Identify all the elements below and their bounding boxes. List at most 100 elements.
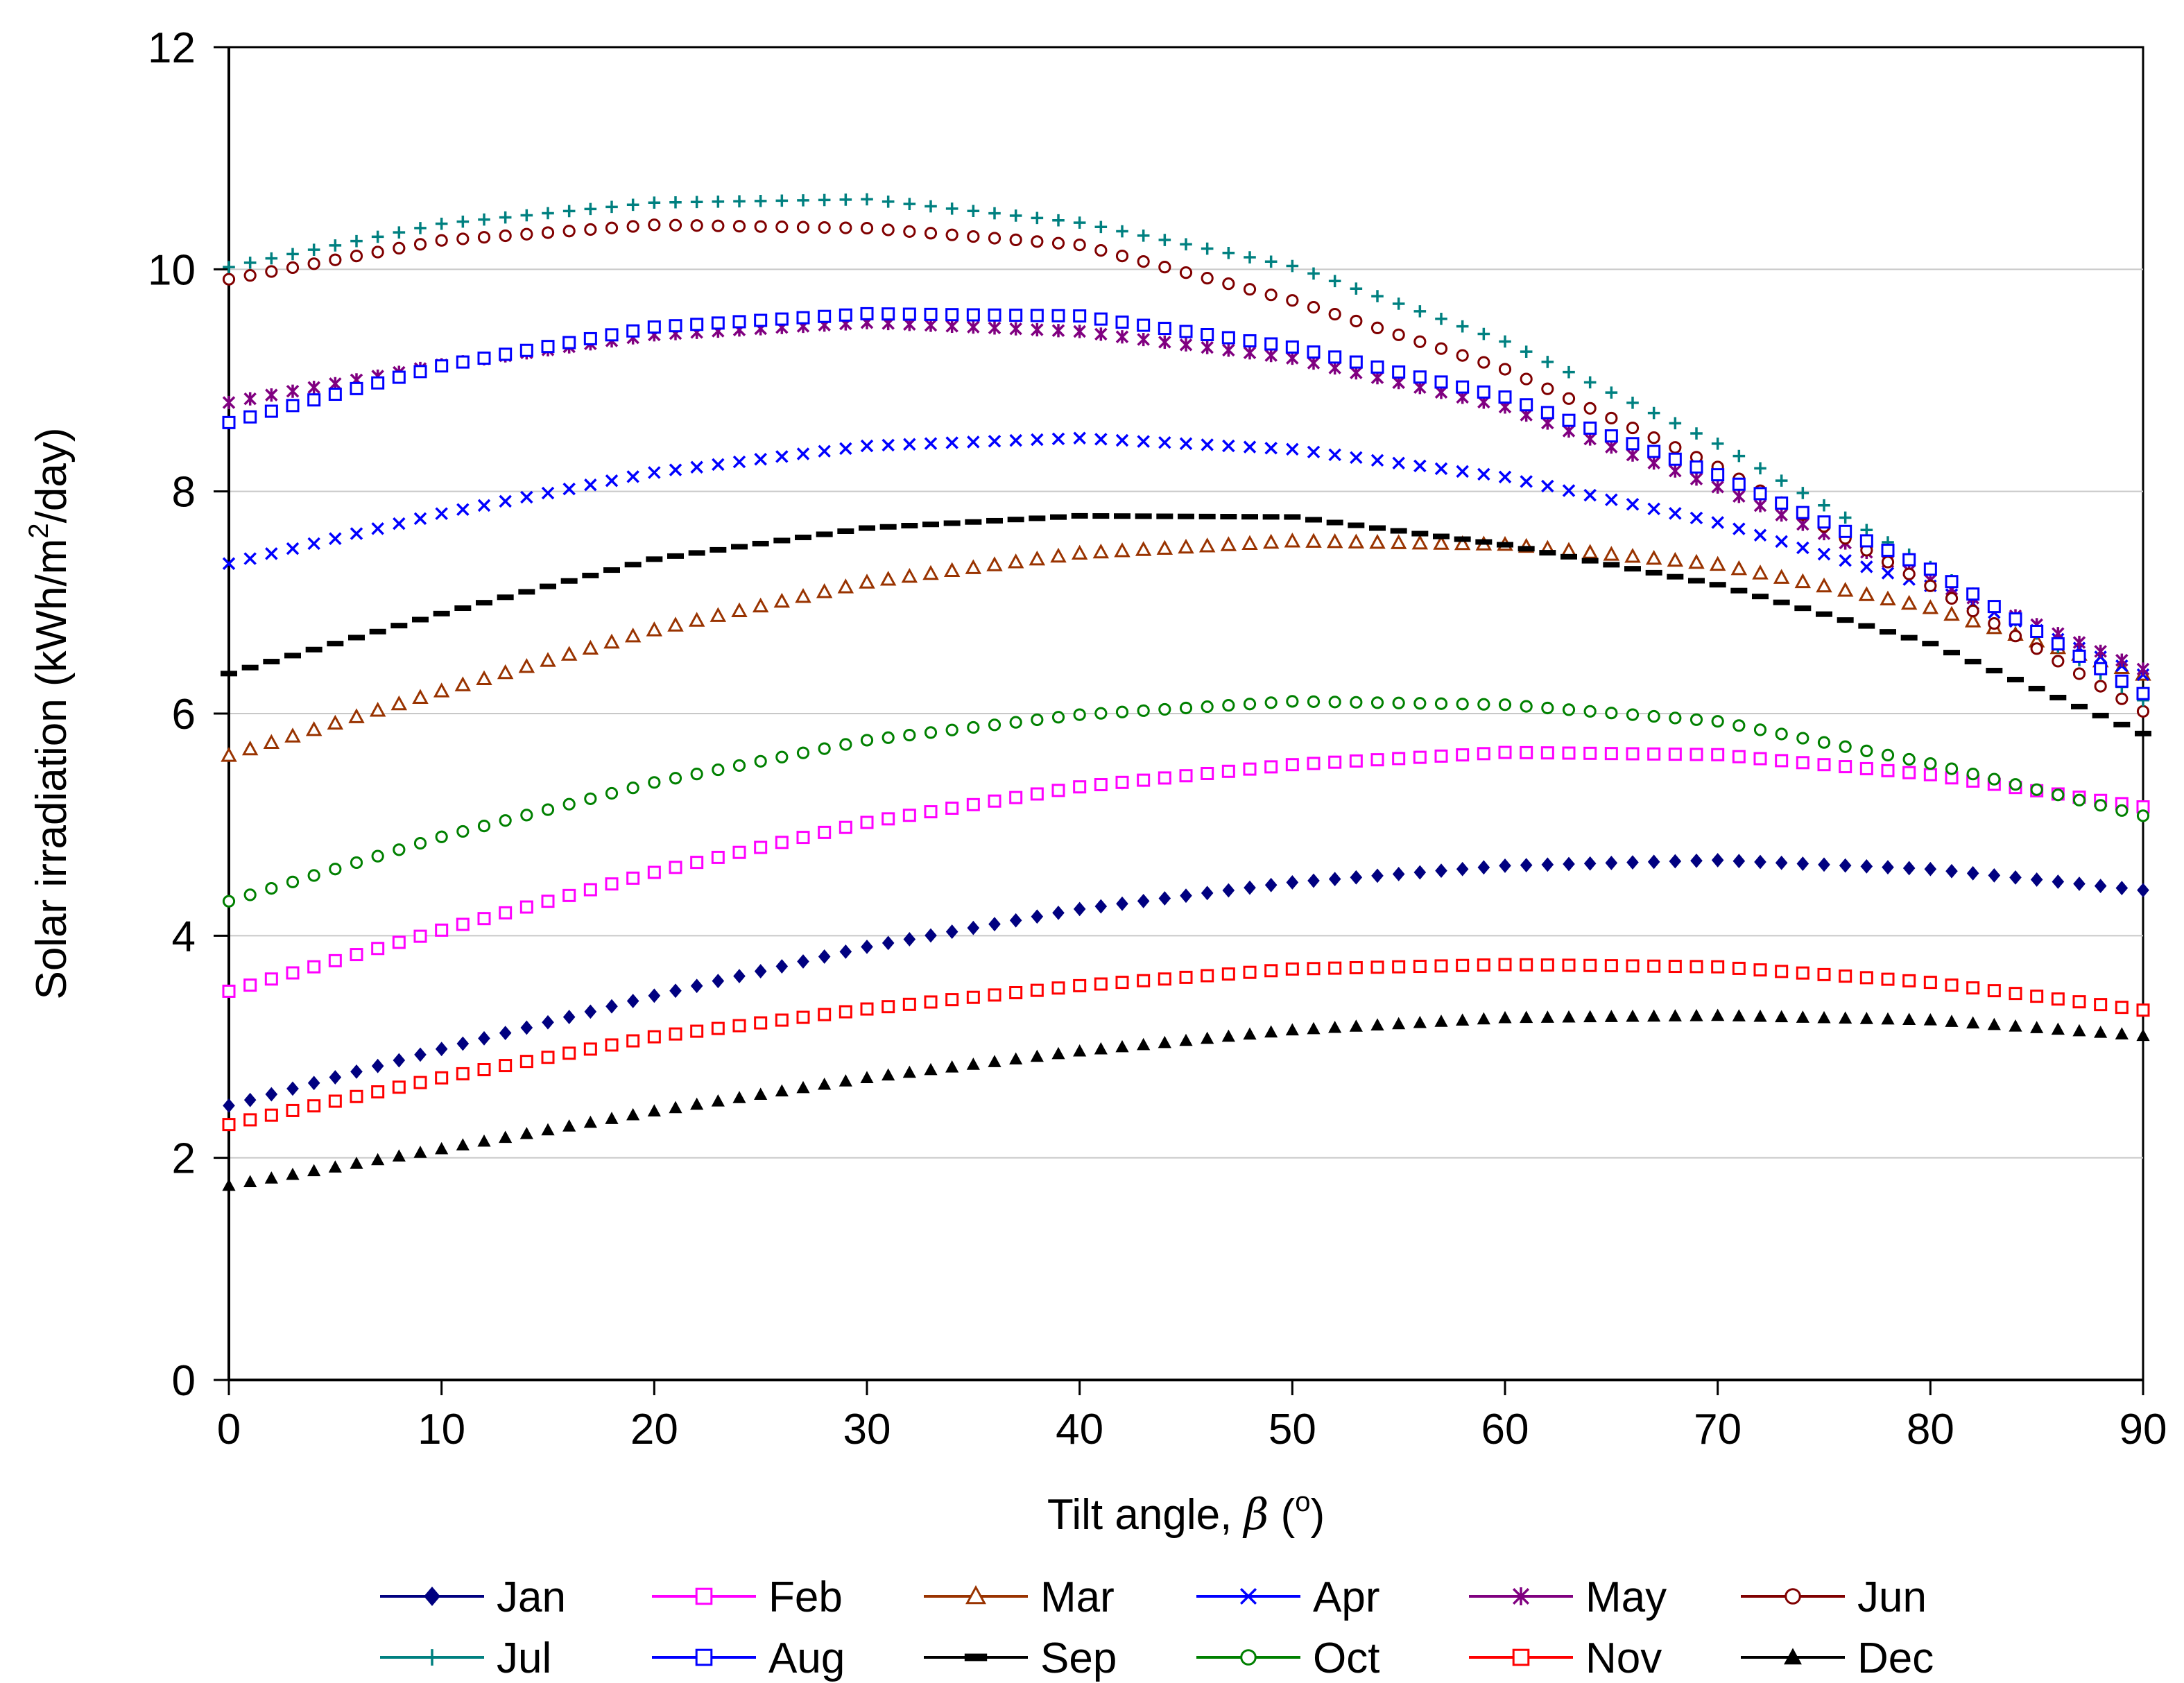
data-point [286,1103,300,1117]
legend-label: Aug [768,1634,845,1682]
data-point [988,988,1001,1002]
data-point [1732,490,1746,503]
data-point [263,659,280,665]
data-point [2115,1001,2129,1015]
data-point [775,1084,789,1097]
data-point [1030,983,1044,997]
data-point [860,307,874,320]
y-tick-label: 12 [148,24,196,72]
data-point [1198,537,1216,553]
data-point [1711,516,1724,529]
data-point [1264,760,1278,774]
data-point [435,1071,449,1085]
data-point [1092,513,1110,519]
data-point [2030,642,2043,655]
data-point [1603,562,1620,568]
data-point [2094,644,2107,658]
data-point [1137,1037,1151,1051]
data-point [988,917,1001,932]
data-point [265,1087,278,1102]
data-point [1563,365,1575,379]
data-point [754,840,768,854]
data-point [945,924,958,939]
y-tick-label: 4 [172,913,196,960]
data-point [1198,513,1216,519]
data-point [901,567,918,583]
data-point [286,875,300,888]
legend-marker [1240,1649,1257,1666]
data-point [1392,365,1406,379]
data-point [646,621,663,637]
data-point [1179,325,1193,338]
data-point [1137,704,1150,717]
data-point [223,1098,235,1113]
y-tick-label: 8 [172,469,196,517]
data-point [965,519,982,525]
data-point [1902,861,1916,876]
data-point [669,1027,682,1041]
data-point [2136,662,2150,676]
data-point [1902,974,1916,987]
data-point [1456,320,1469,333]
data-point [350,250,363,263]
data-point [818,1008,832,1021]
data-point [1349,754,1363,768]
data-point [1517,546,1535,552]
data-point [1605,707,1618,720]
data-point [818,193,831,207]
data-point [2051,1022,2065,1035]
data-point [1244,251,1256,264]
legend-label: Sep [1040,1634,1117,1682]
data-point [796,311,810,325]
data-point [626,1034,640,1048]
data-point [752,597,769,613]
data-point [1520,475,1533,488]
legend-marker [964,1653,988,1662]
data-point [861,193,873,206]
data-point [1754,462,1766,475]
data-point [263,734,280,749]
data-point [1433,535,1450,550]
data-point [754,1087,768,1100]
data-point [1775,1010,1789,1023]
legend-marker [424,1586,440,1607]
data-point [1668,748,1682,761]
data-point [1158,261,1171,274]
data-point [1243,1027,1257,1040]
data-point [456,917,470,931]
data-point [477,231,491,244]
data-point [1243,283,1257,296]
data-point [1009,791,1023,804]
data-point [286,1167,300,1180]
data-point [350,1064,363,1079]
data-point [1753,723,1767,736]
data-point [922,521,939,528]
data-point [1711,853,1724,868]
data-point [1179,266,1193,279]
data-point [1201,272,1214,285]
data-point [1604,1010,1618,1022]
data-point [839,944,852,959]
data-point [243,269,257,282]
data-point [286,384,300,398]
data-point [1753,963,1767,977]
y-axis-title: Solar irradiation (kWh/m2/day) [24,427,76,999]
data-point [1690,853,1703,868]
data-point [1222,246,1235,259]
data-point [582,639,599,655]
data-point [1435,863,1447,879]
data-point [1711,960,1725,974]
data-point [882,935,895,951]
data-point [1051,711,1065,724]
data-point [647,1104,661,1116]
data-point [1031,235,1044,248]
data-point [1092,543,1110,559]
data-point [1137,773,1151,787]
data-point [732,759,746,773]
data-point [1477,958,1490,972]
data-point [1243,334,1257,347]
data-point [1222,883,1235,898]
data-point [1392,696,1405,709]
data-point [433,610,450,616]
data-point [711,850,725,864]
